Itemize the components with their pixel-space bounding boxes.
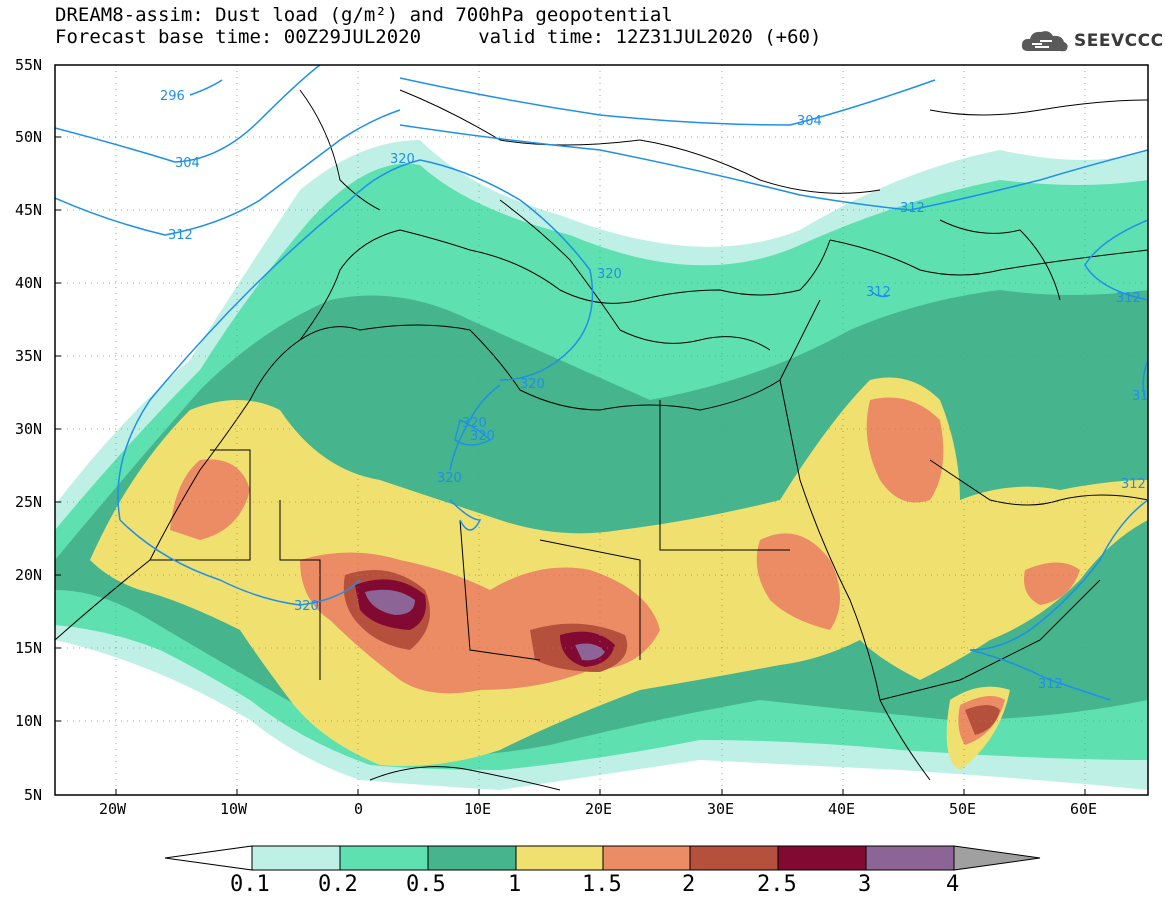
contour-label: 312 (1038, 677, 1063, 692)
contour-label: 320 (437, 471, 462, 486)
dust-band-1.5-oman (1024, 562, 1080, 605)
lat-label: 45N (15, 201, 43, 219)
geopotential-contours (55, 65, 1148, 701)
contour-label: 304 (797, 114, 822, 129)
contour-label: 31 (1132, 389, 1149, 404)
dust-band-1.5-iraq (866, 397, 944, 503)
contour-label: 320 (597, 267, 622, 282)
colorbar-label: 2 (682, 872, 696, 897)
contour-label: 320 (470, 429, 495, 444)
colorbar-swatch (427, 845, 517, 871)
colorbar-label: 3 (858, 872, 872, 897)
colorbar-low-arrow (164, 845, 253, 871)
lon-label: 30E (707, 800, 735, 818)
lon-label: 10E (464, 800, 492, 818)
lat-label: 10N (15, 712, 43, 730)
lon-label: 20W (99, 800, 127, 818)
lon-label: 60E (1070, 800, 1098, 818)
lat-label: 40N (15, 274, 43, 292)
colorbar-swatch (251, 845, 341, 871)
lon-label: 10W (220, 800, 248, 818)
lon-label: 0 (354, 800, 364, 818)
axis-ticks (55, 64, 1086, 796)
colorbar-label: 0.2 (318, 872, 358, 897)
gridlines (55, 65, 1148, 795)
lat-label: 25N (15, 493, 43, 511)
seevccc-logo: SEEVCCC (1020, 27, 1164, 55)
dust-band-1.5 (170, 459, 250, 540)
lat-label: 50N (15, 128, 43, 146)
lon-label: 50E (949, 800, 977, 818)
lat-label: 35N (15, 347, 43, 365)
dust-band-3 (365, 589, 415, 615)
contour-label: 320 (520, 377, 545, 392)
lat-label: 15N (15, 639, 43, 657)
colorbar-swatch (339, 845, 429, 871)
colorbar-swatch (777, 845, 867, 871)
colorbar-swatch (865, 845, 955, 871)
dust-band-1.5-arabia (756, 533, 840, 630)
lat-label: 5N (24, 786, 43, 804)
map-frame (54, 64, 1149, 796)
dust-band-3-chad (575, 643, 605, 661)
forecast-time-line: Forecast base time: 00Z29JUL2020 valid t… (55, 26, 822, 48)
contour-label: 312 (1121, 477, 1146, 492)
chart-title: DREAM8-assim: Dust load (g/m²) and 700hP… (55, 4, 673, 26)
coastlines (55, 89, 1148, 791)
lat-label: 20N (15, 566, 43, 584)
colorbar-swatch (602, 845, 691, 871)
contour-labels: 296 304 312 320 304 312 320 312 312 320 … (160, 89, 1149, 692)
contour-label: 320 (390, 152, 415, 167)
colorbar (164, 845, 1041, 871)
lat-label: 55N (15, 56, 43, 74)
colorbar-label: 4 (946, 872, 960, 897)
lat-label: 30N (15, 420, 43, 438)
lon-label: 40E (828, 800, 856, 818)
contour-label: 296 (160, 89, 185, 104)
colorbar-swatch (689, 845, 779, 871)
logo-text: SEEVCCC (1074, 31, 1164, 51)
colorbar-swatch (515, 845, 604, 871)
colorbar-label: 1.5 (582, 872, 622, 897)
colorbar-label: 1 (508, 872, 522, 897)
contour-label: 312 (168, 228, 193, 243)
colorbar-label: 2.5 (757, 872, 797, 897)
colorbar-high-arrow (953, 845, 1041, 871)
contour-label: 304 (175, 156, 200, 171)
contour-label: 320 (294, 599, 319, 614)
colorbar-label: 0.1 (230, 872, 270, 897)
dust-field (55, 65, 1148, 795)
cloud-icon (1021, 31, 1068, 52)
dust-band-2-socotra (965, 705, 1000, 735)
contour-label: 320 (462, 416, 487, 431)
colorbar-label: 0.5 (406, 872, 446, 897)
contour-label: 312 (900, 201, 925, 216)
contour-label: 312 (1116, 291, 1141, 306)
contour-label: 312 (866, 285, 891, 300)
lon-label: 20E (585, 800, 613, 818)
